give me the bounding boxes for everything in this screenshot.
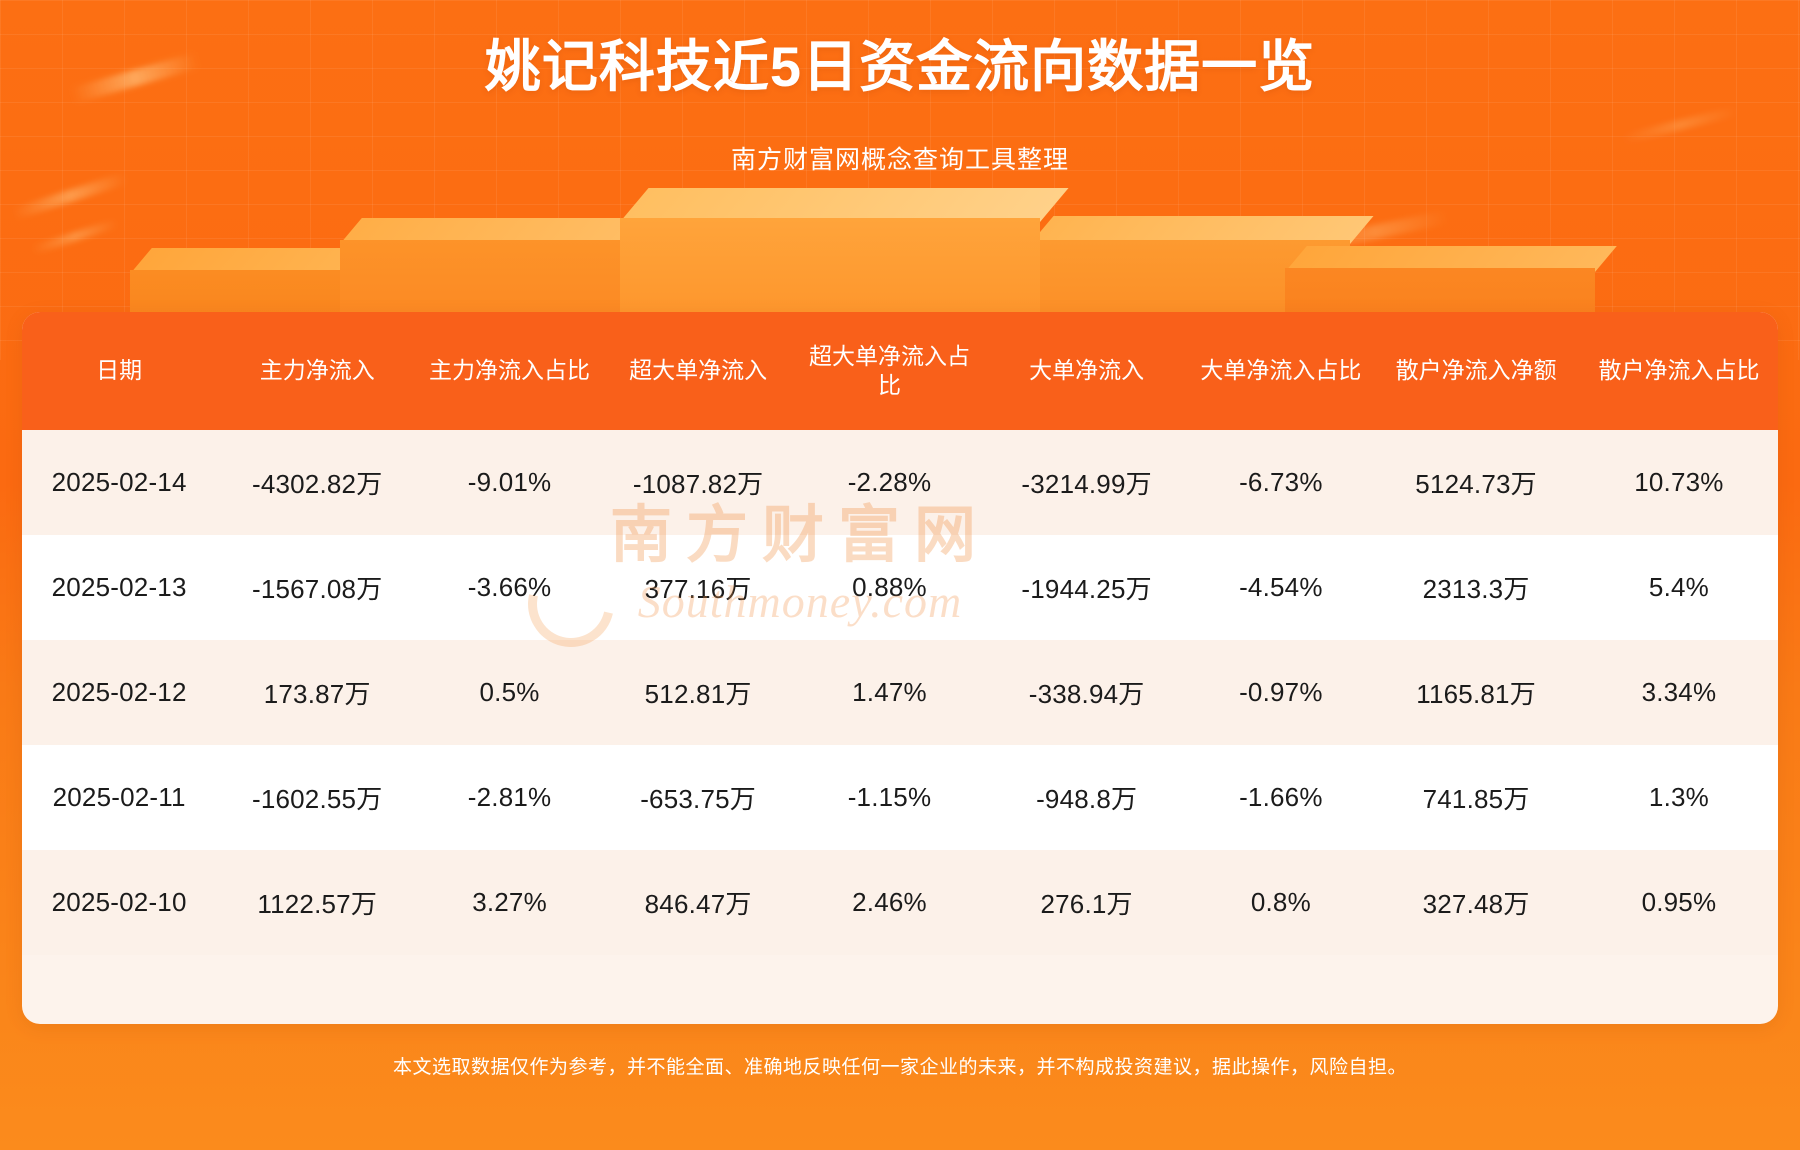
cell-date: 2025-02-12: [22, 640, 217, 745]
cell-retail-net: 741.85万: [1372, 745, 1580, 850]
cell-xl-net: -1087.82万: [600, 430, 796, 535]
light-streak-decoration: [30, 218, 120, 255]
cell-xl-pct: -2.28%: [795, 430, 984, 535]
cell-lg-pct: 0.8%: [1189, 850, 1373, 955]
cell-main-pct: 0.5%: [418, 640, 601, 745]
column-header-main-pct[interactable]: 主力净流入占比: [418, 312, 601, 430]
column-header-date[interactable]: 日期: [22, 312, 217, 430]
cell-main-pct: -2.81%: [418, 745, 601, 850]
cell-main-pct: -3.66%: [418, 535, 601, 640]
cell-lg-pct: -4.54%: [1189, 535, 1373, 640]
column-header-retail-net[interactable]: 散户净流入净额: [1372, 312, 1580, 430]
cell-main-net: 173.87万: [216, 640, 419, 745]
footer-disclaimer: 本文选取数据仅作为参考，并不能全面、准确地反映任何一家企业的未来，并不构成投资建…: [392, 1057, 1407, 1078]
column-header-main-net[interactable]: 主力净流入: [216, 312, 419, 430]
cell-date: 2025-02-10: [22, 850, 217, 955]
hero-header: 姚记科技近5日资金流向数据一览 南方财富网概念查询工具整理: [0, 36, 1800, 176]
table-row: 2025-02-11 -1602.55万 -2.81% -653.75万 -1.…: [22, 745, 1778, 850]
cell-retail-pct: 0.95%: [1579, 850, 1778, 955]
cell-main-pct: -9.01%: [418, 430, 601, 535]
cell-lg-net: -1944.25万: [983, 535, 1190, 640]
table-row: 2025-02-12 173.87万 0.5% 512.81万 1.47% -3…: [22, 640, 1778, 745]
cell-lg-net: -948.8万: [983, 745, 1190, 850]
column-header-lg-net[interactable]: 大单净流入: [983, 312, 1190, 430]
cell-xl-pct: -1.15%: [795, 745, 984, 850]
cell-lg-pct: -6.73%: [1189, 430, 1373, 535]
column-header-retail-pct[interactable]: 散户净流入占比: [1579, 312, 1778, 430]
cell-xl-pct: 1.47%: [795, 640, 984, 745]
table-header-row: 日期 主力净流入 主力净流入占比 超大单净流入 超大单净流入占比 大单净流入 大…: [22, 312, 1778, 430]
cell-main-net: -1567.08万: [216, 535, 419, 640]
column-header-xl-pct[interactable]: 超大单净流入占比: [795, 312, 984, 430]
table-row: 2025-02-13 -1567.08万 -3.66% 377.16万 0.88…: [22, 535, 1778, 640]
cell-xl-net: -653.75万: [600, 745, 796, 850]
fund-flow-table: 日期 主力净流入 主力净流入占比 超大单净流入 超大单净流入占比 大单净流入 大…: [22, 312, 1778, 955]
column-header-lg-pct[interactable]: 大单净流入占比: [1189, 312, 1373, 430]
cell-lg-net: -338.94万: [983, 640, 1190, 745]
light-streak-decoration: [1300, 209, 1450, 255]
cell-main-net: 1122.57万: [216, 850, 419, 955]
cell-retail-pct: 3.34%: [1579, 640, 1778, 745]
table-row: 2025-02-14 -4302.82万 -9.01% -1087.82万 -2…: [22, 430, 1778, 535]
cell-lg-net: -3214.99万: [983, 430, 1190, 535]
cell-xl-net: 846.47万: [600, 850, 796, 955]
cell-lg-pct: -1.66%: [1189, 745, 1373, 850]
cell-xl-net: 377.16万: [600, 535, 796, 640]
cell-xl-pct: 2.46%: [795, 850, 984, 955]
cell-date: 2025-02-11: [22, 745, 217, 850]
cell-retail-net: 1165.81万: [1372, 640, 1580, 745]
page-subtitle: 南方财富网概念查询工具整理: [730, 145, 1069, 174]
cell-lg-net: 276.1万: [983, 850, 1190, 955]
cell-date: 2025-02-14: [22, 430, 217, 535]
data-table-card: 日期 主力净流入 主力净流入占比 超大单净流入 超大单净流入占比 大单净流入 大…: [22, 312, 1778, 1024]
column-header-xl-net[interactable]: 超大单净流入: [600, 312, 796, 430]
light-streak-decoration: [11, 171, 129, 221]
cell-xl-net: 512.81万: [600, 640, 796, 745]
cell-date: 2025-02-13: [22, 535, 217, 640]
cell-main-net: -1602.55万: [216, 745, 419, 850]
page-title: 姚记科技近5日资金流向数据一览: [484, 35, 1316, 98]
cell-main-pct: 3.27%: [418, 850, 601, 955]
cell-retail-pct: 1.3%: [1579, 745, 1778, 850]
cell-lg-pct: -0.97%: [1189, 640, 1373, 745]
cell-retail-pct: 5.4%: [1579, 535, 1778, 640]
cell-xl-pct: 0.88%: [795, 535, 984, 640]
cell-retail-net: 327.48万: [1372, 850, 1580, 955]
cell-retail-net: 5124.73万: [1372, 430, 1580, 535]
cell-retail-net: 2313.3万: [1372, 535, 1580, 640]
cell-retail-pct: 10.73%: [1579, 430, 1778, 535]
cell-main-net: -4302.82万: [216, 430, 419, 535]
table-row: 2025-02-10 1122.57万 3.27% 846.47万 2.46% …: [22, 850, 1778, 955]
